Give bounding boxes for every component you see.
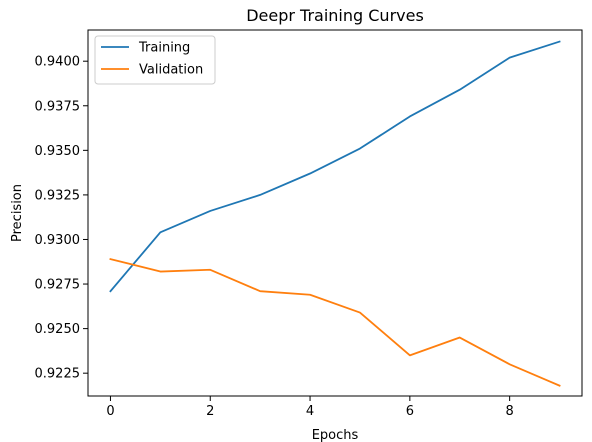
legend: Training Validation	[94, 35, 216, 85]
y-tick-label: 0.9375	[35, 99, 81, 114]
x-axis: 0 2 4 6 8	[106, 396, 514, 419]
y-tick-label: 0.9275	[35, 278, 81, 293]
y-tick-label: 0.9300	[35, 233, 81, 248]
plot-frame	[87, 29, 583, 397]
legend-label-validation: Validation	[139, 63, 203, 78]
series-line-validation	[109, 257, 561, 387]
y-tick-label: 0.9400	[35, 55, 81, 70]
y-tick-label: 0.9325	[35, 188, 81, 203]
x-tick-label: 2	[206, 404, 214, 419]
x-tick-label: 6	[406, 404, 414, 419]
series-line-training	[109, 40, 561, 293]
y-tick-label: 0.9250	[35, 322, 81, 337]
chart-title: Deepr Training Curves	[246, 6, 424, 25]
x-tick-label: 0	[106, 404, 114, 419]
legend-label-training: Training	[138, 41, 190, 56]
x-axis-label: Epochs	[312, 428, 359, 442]
y-tick-label: 0.9350	[35, 144, 81, 159]
x-tick-label: 8	[506, 404, 514, 419]
y-axis-label: Precision	[10, 184, 25, 242]
x-tick-label: 4	[306, 404, 314, 419]
y-tick-label: 0.9225	[35, 367, 81, 382]
legend-box	[94, 35, 216, 85]
series-lines	[109, 40, 561, 387]
y-axis: 0.9225 0.9250 0.9275 0.9300 0.9325 0.9350 0.93…	[35, 55, 88, 382]
